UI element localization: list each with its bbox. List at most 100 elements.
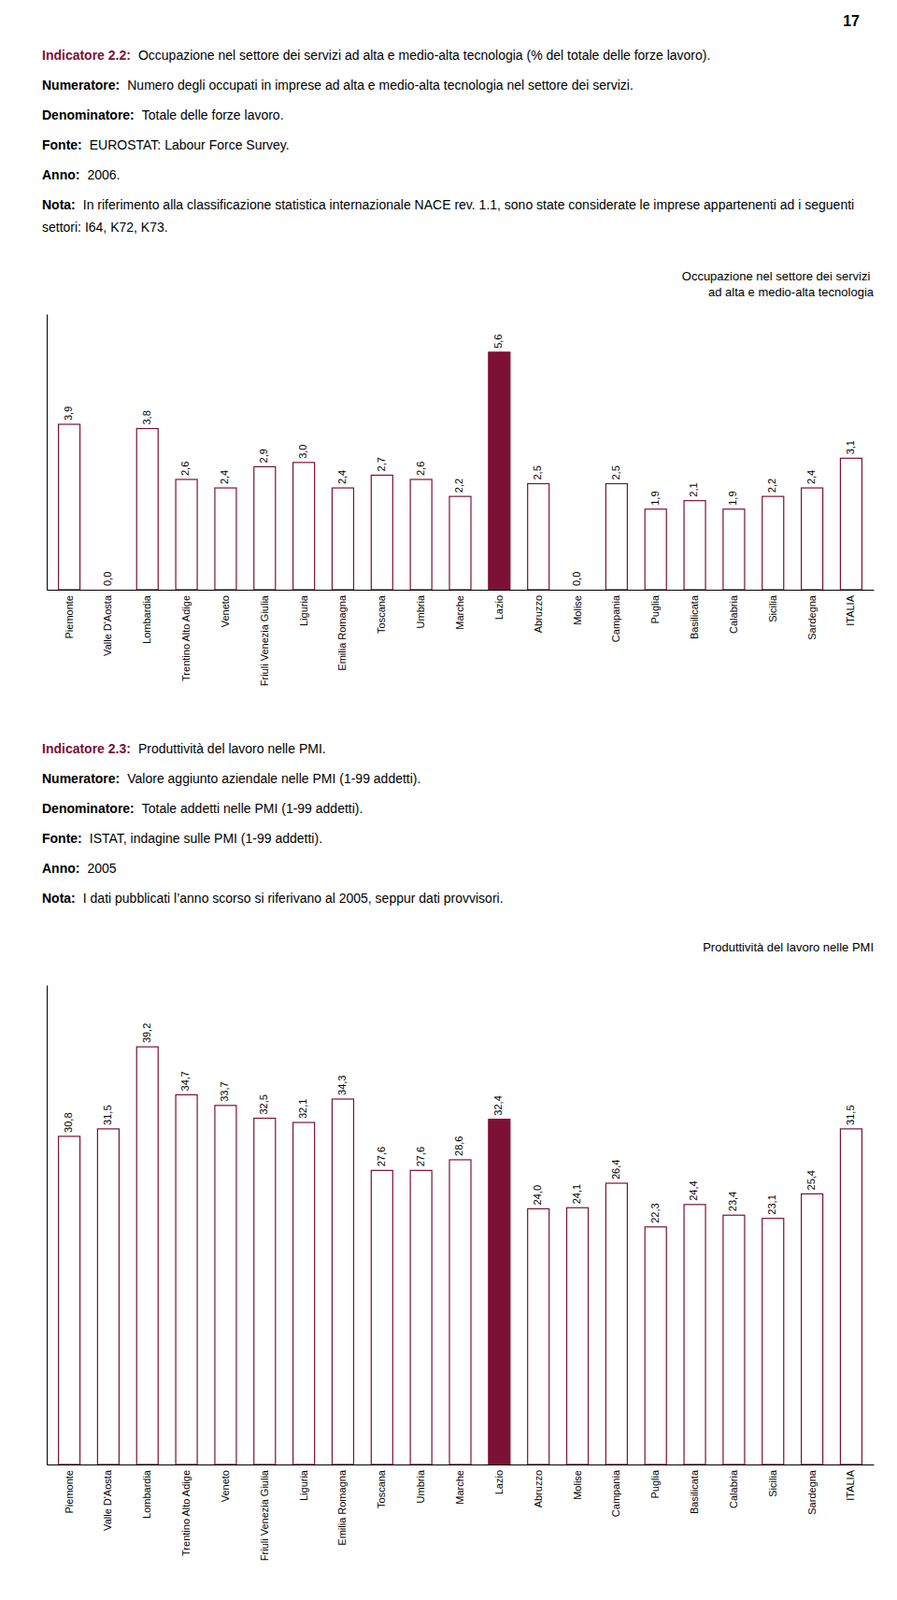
- annotation-label: Fonte:: [42, 137, 83, 153]
- data-label: 30,8: [62, 1111, 74, 1132]
- x-tick: Piemonte: [63, 1464, 75, 1513]
- data-label: 34,7: [179, 1070, 191, 1091]
- data-label: 34,3: [336, 1075, 348, 1096]
- y-axis-line: [46, 314, 48, 591]
- x-tick-label: Friuli Venezia Giulia: [258, 1468, 271, 1561]
- bar: [605, 484, 627, 590]
- bar: [449, 1159, 471, 1465]
- annotation-text: 2005: [86, 860, 116, 876]
- bar: [723, 509, 745, 590]
- bar: [214, 1105, 237, 1465]
- x-tick-label: Liguria: [298, 594, 310, 627]
- x-tick-label: Valle D'Aosta: [101, 1468, 114, 1531]
- annotation-text: 2006.: [86, 167, 120, 183]
- x-tick: Puglia: [649, 1464, 661, 1499]
- data-label: 23,4: [726, 1191, 739, 1211]
- x-tick: Marche: [454, 589, 466, 630]
- data-label: 2,4: [336, 469, 348, 485]
- annotation-text: Occupazione nel settore dei servizi ad a…: [138, 47, 711, 63]
- x-tick: Veneto: [219, 1464, 231, 1502]
- x-tick: Abruzzo: [532, 589, 544, 633]
- data-label: 27,6: [375, 1146, 387, 1167]
- x-tick-label: Sardegna: [806, 594, 818, 641]
- bar: [527, 484, 550, 590]
- bar: [683, 1204, 706, 1465]
- x-tick: Trentino Alto Adige: [180, 589, 192, 682]
- x-axis: Piemonte Valle D'Aosta Lombardia Trentino A…: [47, 1464, 875, 1561]
- annotation-line: Numero degli occupati in imprese ad alta…: [127, 77, 634, 93]
- annotation-line: EUROSTAT: Labour Force Survey.: [89, 137, 290, 153]
- x-tick-label: Friuli Venezia Giulia: [258, 594, 271, 686]
- annotation-text: In riferimento alla classificazione stat…: [42, 197, 858, 235]
- x-axis-line: [47, 1464, 875, 1466]
- x-tick: Calabria: [727, 589, 740, 634]
- x-tick: Sardegna: [806, 1464, 818, 1515]
- data-label: 31,5: [844, 1104, 856, 1125]
- x-tick-label: Veneto: [219, 1469, 231, 1502]
- x-tick-label: Emilia Romagna: [336, 594, 348, 671]
- data-label: 23,1: [766, 1194, 778, 1214]
- x-tick: Emilia Romagna: [336, 1464, 348, 1546]
- x-tick-label: Piemonte: [63, 595, 75, 639]
- x-tick: Sardegna: [806, 589, 818, 641]
- annotation-line: In riferimento alla classificazione stat…: [83, 197, 858, 213]
- x-tick-label: Abruzzo: [532, 595, 544, 633]
- bars: [58, 352, 863, 590]
- data-label: 2,6: [179, 461, 191, 476]
- data-label: 3,9: [62, 406, 74, 421]
- x-tick: Lombardia: [141, 1464, 153, 1519]
- x-tick-label: Basilicata: [688, 594, 700, 640]
- x-axis-line: [47, 589, 875, 591]
- bar: [801, 487, 824, 590]
- data-label: 0,0: [101, 571, 114, 586]
- x-tick: Abruzzo: [532, 1464, 544, 1508]
- chart: Occupazione nel settore dei servizi ad a…: [47, 269, 875, 686]
- x-tick-label: Valle D'Aosta: [101, 594, 114, 656]
- x-tick: Friuli Venezia Giulia: [258, 589, 271, 686]
- bar: [567, 588, 589, 590]
- data-label: 2,6: [414, 461, 427, 476]
- x-tick-label: Trentino Alto Adige: [180, 1469, 192, 1556]
- bar: [723, 1214, 745, 1465]
- x-tick: Piemonte: [63, 589, 75, 639]
- x-tick-label: Marche: [454, 1469, 466, 1505]
- data-label: 2,2: [453, 478, 465, 493]
- data-label: 1,9: [649, 490, 661, 505]
- bar: [293, 1122, 315, 1465]
- bar: [683, 500, 706, 590]
- bar: [410, 479, 432, 590]
- annotation-text: I dati pubblicati l’anno scorso si rifer…: [83, 890, 504, 906]
- x-tick: Umbria: [414, 589, 427, 628]
- annotation-line: Produttività del lavoro nelle PMI.: [138, 740, 327, 756]
- x-tick: ITALIA: [844, 1464, 856, 1501]
- bar: [370, 474, 393, 590]
- x-tick-label: Basilicata: [688, 1468, 700, 1514]
- x-tick-label: Toscana: [375, 1468, 387, 1509]
- x-tick: Trentino Alto Adige: [180, 1464, 192, 1556]
- chart-title: Produttività del lavoro nelle PMI: [702, 939, 874, 954]
- chart-title-line: Occupazione nel settore dei servizi: [682, 269, 874, 284]
- annotation-line: 2005: [86, 860, 116, 876]
- bar: [97, 1128, 119, 1465]
- x-tick: ITALIA: [844, 589, 856, 627]
- bar: [58, 1136, 81, 1465]
- data-label: 2,4: [805, 469, 817, 485]
- x-tick-label: Lombardia: [141, 1468, 153, 1519]
- annotation-text: ISTAT, indagine sulle PMI (1-99 addetti)…: [89, 830, 323, 846]
- x-tick: Marche: [454, 1464, 466, 1505]
- annotation-text: Numero degli occupati in imprese ad alta…: [127, 77, 634, 93]
- bar: [136, 1046, 158, 1465]
- x-axis: PiemonteValle D'AostaLombardiaTrentino A…: [47, 589, 875, 686]
- data-label: 33,7: [218, 1081, 230, 1101]
- bars: [58, 1046, 863, 1465]
- bar: [370, 1169, 393, 1465]
- x-tick-label: Molise: [571, 1469, 584, 1500]
- bar: [801, 1193, 824, 1465]
- text-block: Indicatore 2.3:Produttività del lavoro n…: [42, 740, 504, 906]
- data-label: 32,5: [257, 1094, 270, 1114]
- x-tick-label: Calabria: [727, 1468, 740, 1509]
- annotation-label: Denominatore:: [42, 107, 135, 123]
- x-tick-label: Liguria: [298, 1468, 310, 1501]
- x-tick-label: Umbria: [414, 1468, 427, 1503]
- x-tick-label: Emilia Romagna: [336, 1468, 348, 1546]
